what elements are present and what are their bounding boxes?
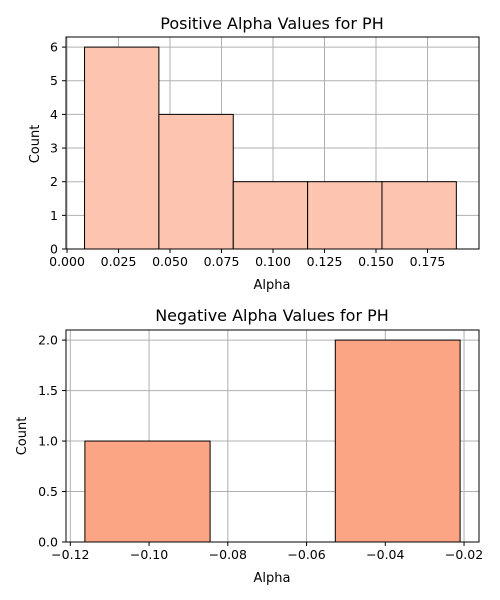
y-tick-label: 1.0: [38, 434, 58, 449]
y-tick-label: 3: [50, 141, 58, 156]
positive-alpha-histogram: Positive Alpha Values for PH Alpha Count…: [28, 14, 480, 293]
x-axis-label: Alpha: [254, 571, 291, 586]
histogram-bar: [158, 113, 234, 250]
y-tick-label: 1: [50, 208, 58, 223]
chart-title: Negative Alpha Values for PH: [155, 306, 389, 325]
chart-title: Positive Alpha Values for PH: [160, 14, 383, 33]
x-tick-label: 0.050: [152, 254, 188, 269]
x-tick-label: 0.175: [410, 254, 446, 269]
x-tick-label: −0.04: [366, 547, 404, 562]
bars: [84, 46, 457, 250]
x-tick-label: −0.12: [51, 547, 89, 562]
x-tick-label: −0.08: [209, 547, 247, 562]
negative-alpha-histogram: Negative Alpha Values for PH Alpha Count…: [15, 306, 483, 586]
histogram-bar: [307, 181, 383, 250]
y-tick-label: 4: [50, 107, 58, 122]
x-tick-label: 0.025: [101, 254, 137, 269]
ticks: 0.000 0.025 0.050 0.075 0.100 0.125 0.150 0.175…: [49, 40, 445, 269]
x-tick-label: 0.100: [255, 254, 291, 269]
x-tick-label: −0.02: [445, 547, 483, 562]
ticks: −0.12 −0.10 −0.08 −0.06 −0.04 −0.02 0.0 0.5 1.0 1…: [38, 333, 483, 562]
y-tick-label: 0.5: [38, 484, 58, 499]
plot-frame: [65, 36, 480, 250]
y-axis-label: Count: [28, 125, 43, 164]
y-tick-label: 2: [50, 174, 58, 189]
plot-frame: [65, 329, 480, 543]
y-tick-label: 5: [50, 73, 58, 88]
x-tick-label: 0.150: [358, 254, 394, 269]
x-tick-label: −0.10: [130, 547, 168, 562]
x-tick-label: 0.125: [307, 254, 343, 269]
y-axis-label: Count: [15, 417, 30, 456]
x-tick-label: −0.06: [287, 547, 325, 562]
y-tick-label: 2.0: [38, 333, 58, 348]
y-tick-label: 1.5: [38, 383, 58, 398]
x-axis-label: Alpha: [254, 278, 291, 293]
histogram-bar: [232, 181, 309, 250]
histogram-bar: [84, 440, 211, 543]
bars: [84, 339, 461, 543]
y-tick-label: 6: [50, 40, 58, 55]
x-tick-label: 0.000: [49, 254, 85, 269]
x-tick-label: 0.075: [204, 254, 240, 269]
y-tick-label: 0: [50, 242, 58, 257]
y-tick-label: 0.0: [38, 535, 58, 550]
histogram-bar: [381, 181, 457, 250]
histogram-bar: [334, 339, 461, 543]
histogram-bar: [84, 46, 160, 250]
